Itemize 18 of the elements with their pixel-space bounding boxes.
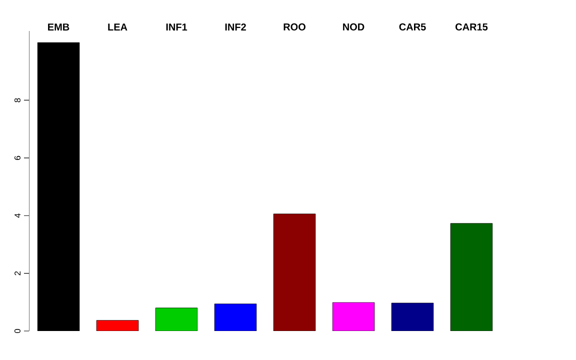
y-tick-label: 4 xyxy=(14,213,20,218)
bar xyxy=(155,308,198,331)
bar xyxy=(450,223,493,331)
y-tick-label: 8 xyxy=(14,98,20,102)
y-tick-label: 0 xyxy=(14,328,20,334)
x-tick-label: NOD xyxy=(343,23,364,30)
x-tick-label: INF1 xyxy=(166,24,188,30)
x-tick-label: INF2 xyxy=(225,23,246,30)
bar xyxy=(37,42,80,331)
bar xyxy=(214,304,257,331)
x-tick-label: CAR15 xyxy=(456,23,488,30)
x-tick-label: EMB xyxy=(48,24,70,30)
bar xyxy=(332,302,375,331)
x-tick-label: CAR5 xyxy=(399,23,426,30)
y-tick-label: 2 xyxy=(14,271,20,276)
x-tick-label: LEA xyxy=(108,24,128,30)
y-tick-label: 6 xyxy=(14,156,20,160)
x-tick-label: ROO xyxy=(284,23,306,30)
